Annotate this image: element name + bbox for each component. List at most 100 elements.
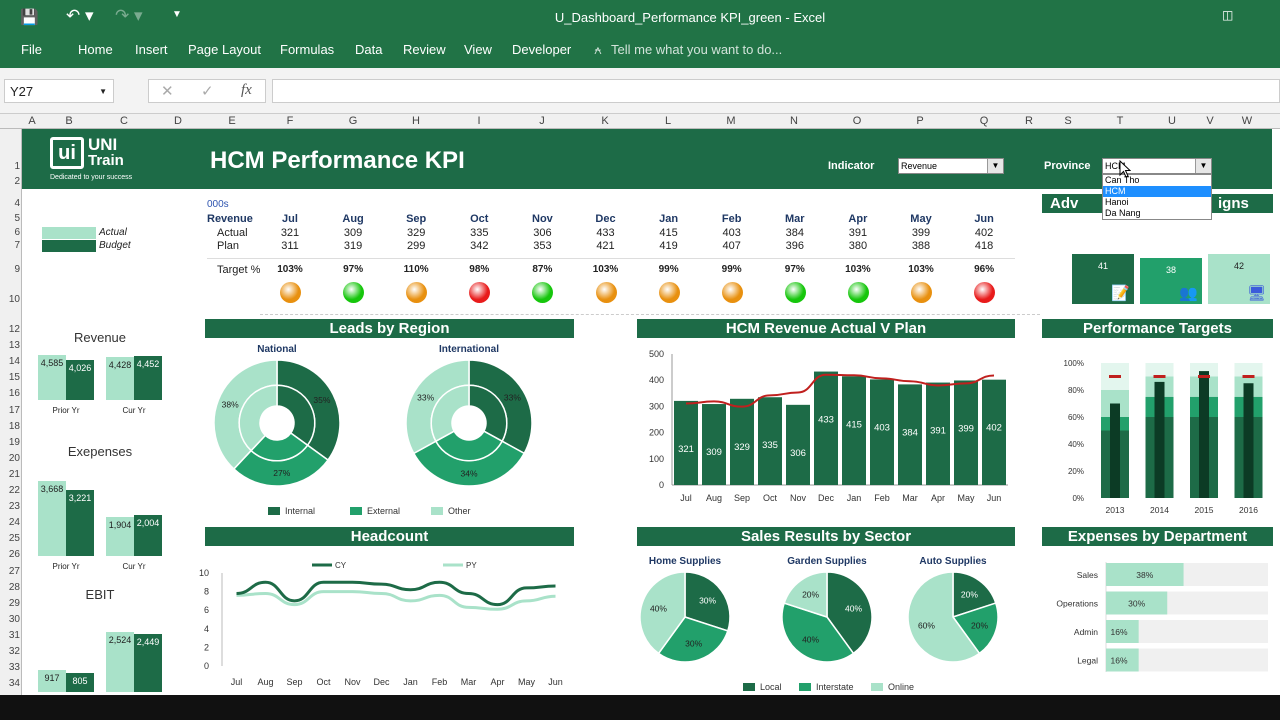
province-options-list[interactable]: Can Tho HCM Hanoi Da Nang xyxy=(1102,174,1212,220)
column-header-A[interactable]: A xyxy=(28,115,36,127)
ribbon-tab-page-layout[interactable]: Page Layout xyxy=(188,42,262,57)
row-header-28[interactable]: 28 xyxy=(8,581,20,593)
row-header-14[interactable]: 14 xyxy=(8,356,20,368)
column-header-W[interactable]: W xyxy=(1241,115,1253,127)
column-header-F[interactable]: F xyxy=(286,115,294,127)
tell-me-search[interactable]: Tell me what you want to do... xyxy=(611,42,783,57)
customize-icon[interactable]: ▼ xyxy=(172,9,182,20)
revenue-bar xyxy=(954,380,978,485)
row-header-12[interactable]: 12 xyxy=(8,324,20,335)
enter-icon[interactable]: ✓ xyxy=(201,83,214,100)
column-header-R[interactable]: R xyxy=(1025,115,1033,127)
chevron-down-icon[interactable]: ▼ xyxy=(987,159,1003,173)
insert-function-icon[interactable]: fx xyxy=(241,82,252,98)
row-header-7[interactable]: 7 xyxy=(14,240,20,251)
undo-icon[interactable]: ↶ ▾ xyxy=(66,6,94,25)
column-header-K[interactable]: K xyxy=(601,115,609,127)
row-header-24[interactable]: 24 xyxy=(8,517,20,529)
row-header-27[interactable]: 27 xyxy=(8,565,20,577)
row-header-32[interactable]: 32 xyxy=(8,646,20,657)
ribbon-tab-review[interactable]: Review xyxy=(403,42,446,57)
column-header-O[interactable]: O xyxy=(852,115,862,127)
pie-slice xyxy=(826,571,873,655)
row-header-34[interactable]: 34 xyxy=(8,678,20,690)
chevron-down-icon[interactable]: ▼ xyxy=(99,87,107,96)
column-header-T[interactable]: T xyxy=(1116,115,1124,127)
row-header-17[interactable]: 17 xyxy=(8,404,20,416)
row-header-22[interactable]: 22 xyxy=(8,485,20,496)
column-header-V[interactable]: V xyxy=(1206,115,1214,127)
ribbon-tab-formulas[interactable]: Formulas xyxy=(280,42,335,57)
province-option[interactable]: Da Nang xyxy=(1105,208,1141,218)
plan-value: 388 xyxy=(911,240,931,252)
column-header-Q[interactable]: Q xyxy=(979,115,989,127)
indicator-dropdown[interactable]: Revenue ▼ xyxy=(898,158,1004,174)
x-tick-label: Feb xyxy=(432,677,448,687)
name-box[interactable]: Y27 ▼ xyxy=(4,79,114,103)
row-header-18[interactable]: 18 xyxy=(8,420,20,432)
row-header-19[interactable]: 19 xyxy=(8,436,20,448)
kpi-group-label: Prior Yr xyxy=(52,562,80,571)
column-header-H[interactable]: H xyxy=(412,115,420,127)
row-header-2[interactable]: 2 xyxy=(14,176,20,187)
row-header-10[interactable]: 10 xyxy=(8,294,20,305)
ribbon-tab-developer[interactable]: Developer xyxy=(512,42,572,57)
column-header-L[interactable]: L xyxy=(664,115,672,127)
column-header-B[interactable]: B xyxy=(65,115,73,127)
column-header-E[interactable]: E xyxy=(228,115,236,127)
revenue-bar xyxy=(870,379,894,485)
ribbon-tab-home[interactable]: Home xyxy=(78,42,113,57)
province-option[interactable]: HCM xyxy=(1103,186,1211,197)
subchart-title: Garden Supplies xyxy=(787,556,867,567)
row-header-4[interactable]: 4 xyxy=(14,198,20,209)
revenue-bar xyxy=(926,382,950,485)
column-header-M[interactable]: M xyxy=(726,115,736,127)
ribbon-tab-insert[interactable]: Insert xyxy=(135,42,168,57)
row-header-20[interactable]: 20 xyxy=(8,452,20,464)
row-header-9[interactable]: 9 xyxy=(14,264,20,275)
kpi-budget-value: 3,221 xyxy=(68,493,92,504)
ribbon-display-icon[interactable]: ◫ xyxy=(1222,8,1234,22)
row-header-6[interactable]: 6 xyxy=(14,227,20,238)
x-tick-label: Mar xyxy=(461,677,477,687)
row-header-21[interactable]: 21 xyxy=(8,468,20,480)
column-header-G[interactable]: G xyxy=(348,115,358,127)
y-tick-label: 8 xyxy=(204,587,209,597)
kpi-budget-value: 2,449 xyxy=(136,636,160,647)
kpi-budget-value: 805 xyxy=(72,675,88,686)
row-header-33[interactable]: 33 xyxy=(8,662,20,674)
row-header-29[interactable]: 29 xyxy=(8,597,20,609)
row-header-26[interactable]: 26 xyxy=(8,549,20,561)
ribbon-tab-file[interactable]: File xyxy=(21,42,42,57)
row-header-25[interactable]: 25 xyxy=(8,533,20,545)
save-icon[interactable]: 💾 xyxy=(20,9,39,26)
province-option[interactable]: Hanoi xyxy=(1105,197,1129,207)
column-header-P[interactable]: P xyxy=(916,115,924,127)
row-header-13[interactable]: 13 xyxy=(8,340,20,352)
row-header-1[interactable]: 1 xyxy=(14,161,20,172)
unitrain-logo: ui UNI Train Dedicated to your success xyxy=(50,135,138,185)
ribbon-tab-view[interactable]: View xyxy=(464,42,492,57)
legend-label: Online xyxy=(888,682,914,692)
row-header-15[interactable]: 15 xyxy=(8,372,20,384)
row-header-23[interactable]: 23 xyxy=(8,501,20,513)
redo-icon[interactable]: ↷ ▾ xyxy=(115,6,143,25)
province-option[interactable]: Can Tho xyxy=(1105,175,1140,185)
column-header-J[interactable]: J xyxy=(539,115,545,127)
cancel-icon[interactable]: ✕ xyxy=(161,83,174,100)
column-header-C[interactable]: C xyxy=(120,115,128,127)
column-header-I[interactable]: I xyxy=(477,115,481,127)
row-header-16[interactable]: 16 xyxy=(8,388,20,400)
row-header-30[interactable]: 30 xyxy=(8,613,20,625)
column-header-S[interactable]: S xyxy=(1064,115,1072,127)
column-header-U[interactable]: U xyxy=(1168,115,1176,127)
chevron-down-icon[interactable]: ▼ xyxy=(1195,159,1211,173)
column-header-N[interactable]: N xyxy=(790,115,798,127)
formula-input[interactable] xyxy=(272,79,1280,103)
tell-me-icon[interactable]: ⍲ xyxy=(594,42,602,57)
ribbon-tab-data[interactable]: Data xyxy=(355,42,383,57)
row-header-5[interactable]: 5 xyxy=(14,213,20,224)
row-header-31[interactable]: 31 xyxy=(8,629,20,641)
window-title: U_Dashboard_Performance KPI_green - Exce… xyxy=(554,10,826,25)
column-header-D[interactable]: D xyxy=(174,115,182,127)
